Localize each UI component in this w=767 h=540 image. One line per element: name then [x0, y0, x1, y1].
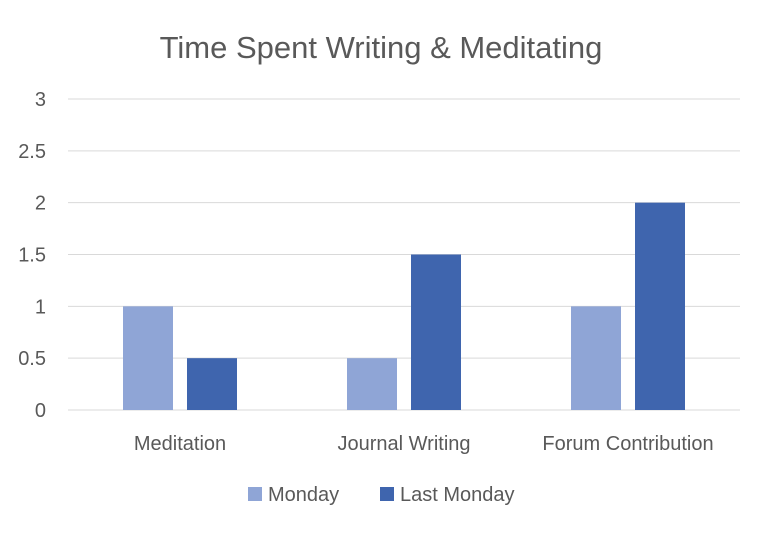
y-tick-label: 2 [35, 193, 46, 215]
bar-monday-journal-writing [347, 358, 397, 410]
y-axis-ticks: 0 0.5 1 1.5 2 2.5 3 [18, 89, 46, 422]
bar-monday-forum-contribution [571, 306, 621, 410]
x-axis-category-labels: Meditation Journal Writing Forum Contribut… [134, 433, 714, 455]
legend-swatch [248, 487, 262, 501]
legend-label: Monday [268, 484, 339, 506]
chart-title: Time Spent Writing & Meditating [160, 30, 603, 65]
bar-last-monday-meditation [187, 358, 237, 410]
legend: Monday Last Monday [248, 484, 515, 506]
x-category-label: Meditation [134, 433, 226, 455]
bar-monday-meditation [123, 306, 173, 410]
x-category-label: Forum Contribution [542, 433, 713, 455]
x-category-label: Journal Writing [337, 433, 470, 455]
y-tick-label: 1.5 [18, 245, 46, 267]
gridlines [68, 98, 740, 411]
legend-label: Last Monday [400, 484, 515, 506]
y-tick-label: 0.5 [18, 348, 46, 370]
bar-last-monday-journal-writing [411, 254, 461, 410]
y-tick-label: 1 [35, 296, 46, 318]
y-tick-label: 3 [35, 89, 46, 111]
y-tick-label: 0 [35, 400, 46, 422]
bars [123, 202, 685, 410]
legend-swatch [380, 487, 394, 501]
y-tick-label: 2.5 [18, 141, 46, 163]
bar-last-monday-forum-contribution [635, 202, 685, 410]
